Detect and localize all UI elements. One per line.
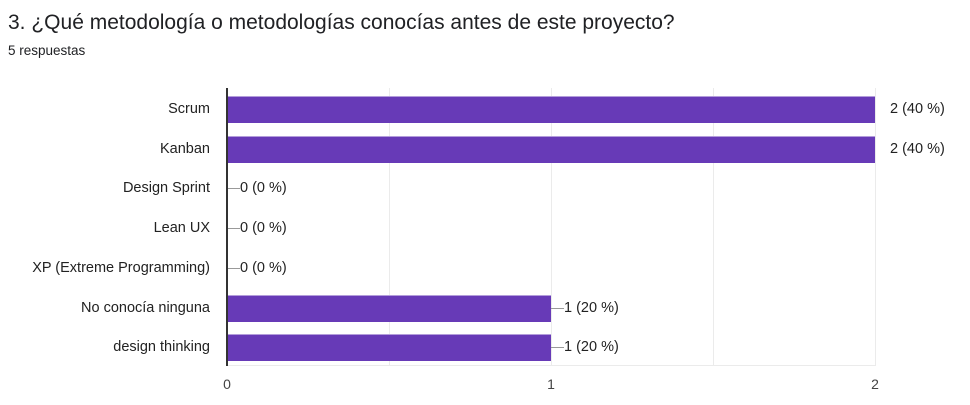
category-label: XP (Extreme Programming) [32,259,210,276]
leader-line [551,347,564,349]
y-axis-line [226,88,228,366]
bar[interactable] [227,96,875,123]
value-label: 2 (40 %) [890,101,945,117]
category-label: design thinking [113,339,210,356]
category-label: No conocía ninguna [81,299,210,316]
leader-line [227,188,240,190]
value-label: 2 (40 %) [890,140,945,157]
plot-bottom-border [227,365,875,366]
response-count: 5 respuestas [8,43,86,58]
leader-line [227,267,240,269]
leader-line [551,307,564,309]
gridline [875,88,876,366]
question-title: 3. ¿Qué metodología o metodologías conoc… [8,11,675,34]
leader-line [227,228,240,230]
gridline [389,88,390,366]
bar[interactable] [227,135,875,163]
category-label: Lean UX [153,220,210,237]
bar[interactable] [227,334,551,362]
x-tick-label: 0 [223,376,231,392]
gridline [713,88,714,366]
value-label: 1 (20 %) [564,339,619,356]
value-label: 0 (0 %) [240,220,287,237]
gridline [551,88,552,366]
value-label: 0 (0 %) [240,259,287,276]
x-tick-label: 1 [547,376,555,392]
plot-area [226,88,876,366]
value-label: 1 (20 %) [564,299,619,316]
category-label: Design Sprint [122,180,210,197]
value-label: 0 (0 %) [240,180,287,197]
category-label: Scrum [168,101,210,117]
x-tick-label: 2 [871,376,879,392]
bar[interactable] [227,294,551,322]
category-label: Kanban [160,140,210,157]
